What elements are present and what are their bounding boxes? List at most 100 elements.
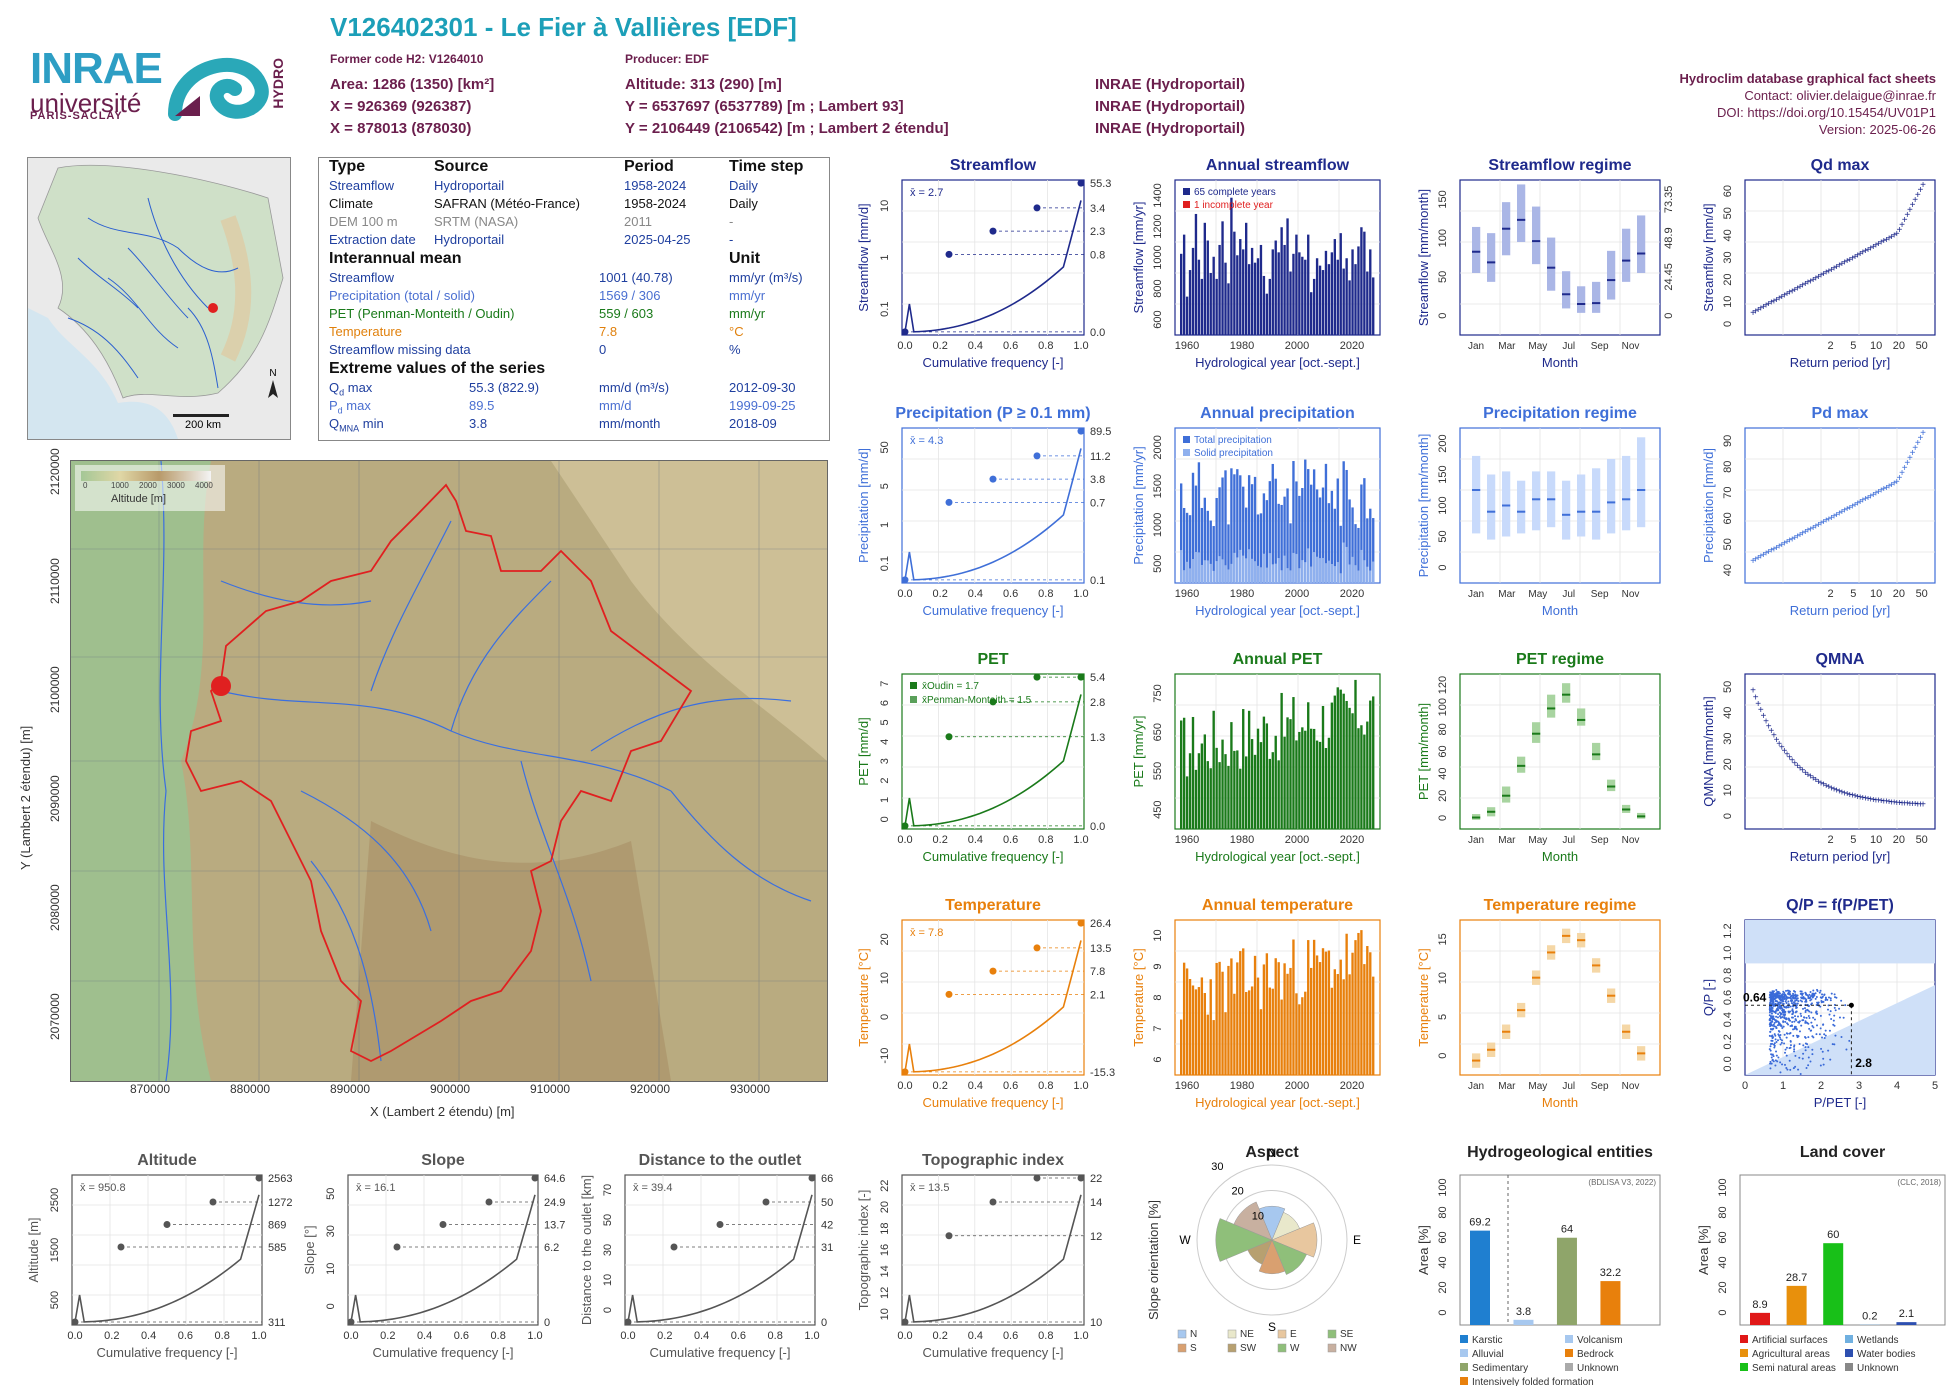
month-tick: Jul bbox=[1562, 341, 1575, 352]
rp-point: + bbox=[1834, 786, 1840, 797]
cdf-point bbox=[901, 328, 909, 336]
legend-tick: 1000 bbox=[111, 481, 129, 490]
qp-point bbox=[1794, 993, 1797, 996]
cdf-point bbox=[1077, 673, 1085, 681]
rp-point: + bbox=[1855, 251, 1861, 262]
rp-point: + bbox=[1876, 796, 1882, 807]
rp-point: + bbox=[1855, 499, 1861, 510]
y-tick: 2500 bbox=[49, 1188, 61, 1212]
y-tick: -10 bbox=[879, 1048, 891, 1064]
catchment-map: 0 1000 2000 3000 4000 Altitude [m] bbox=[70, 460, 828, 1082]
y-tick: 100 bbox=[1437, 229, 1449, 247]
chart-title: Annual precipitation bbox=[1200, 405, 1355, 422]
aspect-sector bbox=[1271, 1222, 1318, 1258]
annual-bar bbox=[1351, 713, 1354, 829]
qp-point bbox=[1779, 1043, 1782, 1046]
annual-bar bbox=[1277, 252, 1280, 335]
qp-point bbox=[1812, 989, 1815, 992]
annual-bar bbox=[1304, 459, 1307, 583]
right-label: 89.5 bbox=[1090, 426, 1111, 438]
rp-point: + bbox=[1891, 230, 1897, 241]
qp-point bbox=[1808, 997, 1811, 1000]
rp-point: + bbox=[1844, 256, 1850, 267]
qp-point bbox=[1786, 1022, 1789, 1025]
annual-bar bbox=[1286, 717, 1289, 829]
annual-bar bbox=[1363, 734, 1366, 829]
y-tick: 2000 bbox=[1152, 435, 1164, 459]
chart-title: Pd max bbox=[1812, 405, 1869, 422]
qp-point bbox=[1776, 1000, 1779, 1003]
rp-point: + bbox=[1873, 489, 1879, 500]
annual-bar bbox=[1233, 993, 1236, 1075]
annual-bar bbox=[1280, 504, 1283, 583]
rp-point: + bbox=[1784, 289, 1790, 300]
mean-row: Streamflow 1001 (40.78) mm/yr (m³/s) bbox=[329, 270, 824, 287]
y-tick: 80 bbox=[1437, 723, 1449, 735]
qp-point bbox=[1808, 1027, 1811, 1030]
annual-bar bbox=[1215, 962, 1218, 1075]
x-tick: 20 bbox=[1893, 340, 1905, 352]
annual-bar bbox=[1182, 507, 1186, 583]
right-label: 869 bbox=[268, 1220, 286, 1232]
x-axis-label: Cumulative frequency [-] bbox=[923, 1095, 1064, 1110]
rp-point: + bbox=[1889, 480, 1895, 491]
annual-bar bbox=[1333, 239, 1336, 335]
y-tick: 100 bbox=[1437, 496, 1449, 514]
x-tick: 1.0 bbox=[1073, 588, 1088, 600]
month-tick: Mar bbox=[1498, 835, 1516, 846]
x-tick: 2020 bbox=[1340, 340, 1364, 352]
qp-point bbox=[1773, 1021, 1776, 1024]
chart-title: Precipitation (P ≥ 0.1 mm) bbox=[895, 405, 1090, 422]
right-label: 13.5 bbox=[1090, 943, 1111, 955]
chart-title: Land cover bbox=[1800, 1144, 1885, 1161]
info-period: 2025-04-25 bbox=[624, 232, 691, 247]
qp-point bbox=[1823, 993, 1826, 996]
qp-point bbox=[1771, 1009, 1774, 1012]
annual-bar bbox=[1372, 976, 1375, 1075]
rp-point: + bbox=[1781, 291, 1787, 302]
y-tick: 40 bbox=[1437, 768, 1449, 780]
y-tick: 15 bbox=[1437, 933, 1449, 945]
mean-value: 1569 / 306 bbox=[599, 288, 661, 303]
rp-point: + bbox=[1865, 245, 1871, 256]
qp-point bbox=[1821, 1050, 1824, 1053]
annual-bar bbox=[1336, 478, 1339, 583]
annual-bar bbox=[1218, 762, 1221, 829]
regime-box bbox=[1502, 471, 1511, 537]
cdf-curve bbox=[904, 940, 1082, 1073]
qp-point bbox=[1813, 1018, 1816, 1021]
qp-point bbox=[1830, 1017, 1833, 1020]
annual-bar bbox=[1233, 231, 1236, 335]
month-tick: Mar bbox=[1498, 1081, 1516, 1092]
right-label: 10 bbox=[1090, 1317, 1102, 1329]
regime-box bbox=[1562, 480, 1571, 540]
qp-point bbox=[1776, 1016, 1779, 1019]
chart-title: PET regime bbox=[1516, 651, 1604, 668]
annual-bar bbox=[1230, 197, 1233, 335]
x-tick: 0.6 bbox=[1003, 1330, 1018, 1342]
rp-point: + bbox=[1784, 750, 1790, 761]
rp-point: + bbox=[1821, 780, 1827, 791]
x-tick: 0.2 bbox=[380, 1330, 395, 1342]
north-label: N bbox=[269, 368, 276, 379]
qp-point bbox=[1821, 1036, 1824, 1039]
qp-point bbox=[1785, 1017, 1788, 1020]
qp-point bbox=[1794, 994, 1797, 997]
qp-point bbox=[1771, 1053, 1774, 1056]
qp-point bbox=[1769, 1060, 1772, 1063]
annual-bar bbox=[1310, 292, 1313, 335]
rp-point: + bbox=[1910, 799, 1916, 810]
annual-bar bbox=[1200, 977, 1204, 1075]
cdf-point bbox=[945, 498, 953, 506]
x-tick: 20 bbox=[1893, 588, 1905, 600]
regime-box bbox=[1547, 694, 1556, 718]
x-tick: 10 bbox=[1870, 340, 1882, 352]
qp-point bbox=[1815, 1033, 1818, 1036]
qp-point bbox=[1779, 992, 1782, 995]
qp-point bbox=[1771, 1016, 1774, 1019]
annual-bar bbox=[1318, 265, 1322, 335]
chart-title: Precipitation regime bbox=[1483, 405, 1637, 422]
annual-bar bbox=[1283, 963, 1286, 1075]
right-label: 0.7 bbox=[1090, 497, 1105, 509]
regime-box bbox=[1517, 756, 1526, 773]
